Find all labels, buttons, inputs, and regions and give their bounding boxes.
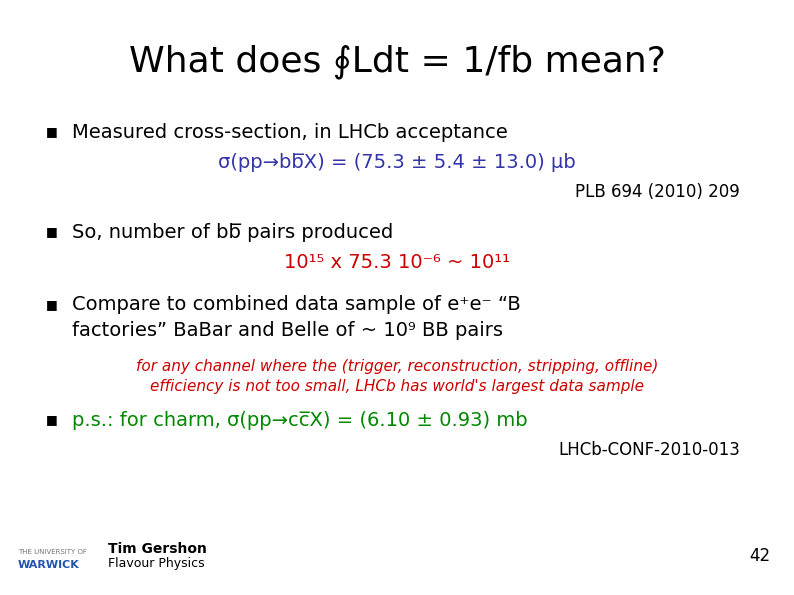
Text: ■: ■ [46, 226, 58, 239]
Text: Measured cross-section, in LHCb acceptance: Measured cross-section, in LHCb acceptan… [72, 123, 507, 142]
Text: Tim Gershon: Tim Gershon [108, 542, 207, 556]
Text: efficiency is not too small, LHCb has world's largest data sample: efficiency is not too small, LHCb has wo… [150, 380, 644, 394]
Text: σ(pp→bb̅X) = (75.3 ± 5.4 ± 13.0) μb: σ(pp→bb̅X) = (75.3 ± 5.4 ± 13.0) μb [218, 154, 576, 173]
Text: 10¹⁵ x 75.3 10⁻⁶ ~ 10¹¹: 10¹⁵ x 75.3 10⁻⁶ ~ 10¹¹ [284, 253, 510, 273]
Text: ■: ■ [46, 299, 58, 312]
Text: p.s.: for charm, σ(pp→cc̅X) = (6.10 ± 0.93) mb: p.s.: for charm, σ(pp→cc̅X) = (6.10 ± 0.… [72, 411, 528, 430]
Text: LHCb-CONF-2010-013: LHCb-CONF-2010-013 [558, 441, 740, 459]
Text: WARWICK: WARWICK [18, 560, 79, 570]
Text: So, number of bb̅ pairs produced: So, number of bb̅ pairs produced [72, 223, 393, 242]
Text: What does ∮Ldt = 1/fb mean?: What does ∮Ldt = 1/fb mean? [129, 45, 665, 79]
Text: 42: 42 [749, 547, 770, 565]
Text: Compare to combined data sample of e⁺e⁻ “B: Compare to combined data sample of e⁺e⁻ … [72, 296, 521, 315]
Text: factories” BaBar and Belle of ~ 10⁹ BB pairs: factories” BaBar and Belle of ~ 10⁹ BB p… [72, 321, 503, 340]
Text: Flavour Physics: Flavour Physics [108, 556, 205, 569]
Text: THE UNIVERSITY OF: THE UNIVERSITY OF [18, 549, 87, 555]
Text: for any channel where the (trigger, reconstruction, stripping, offline): for any channel where the (trigger, reco… [136, 359, 658, 374]
Text: ■: ■ [46, 126, 58, 139]
Text: PLB 694 (2010) 209: PLB 694 (2010) 209 [575, 183, 740, 201]
Text: ■: ■ [46, 414, 58, 427]
